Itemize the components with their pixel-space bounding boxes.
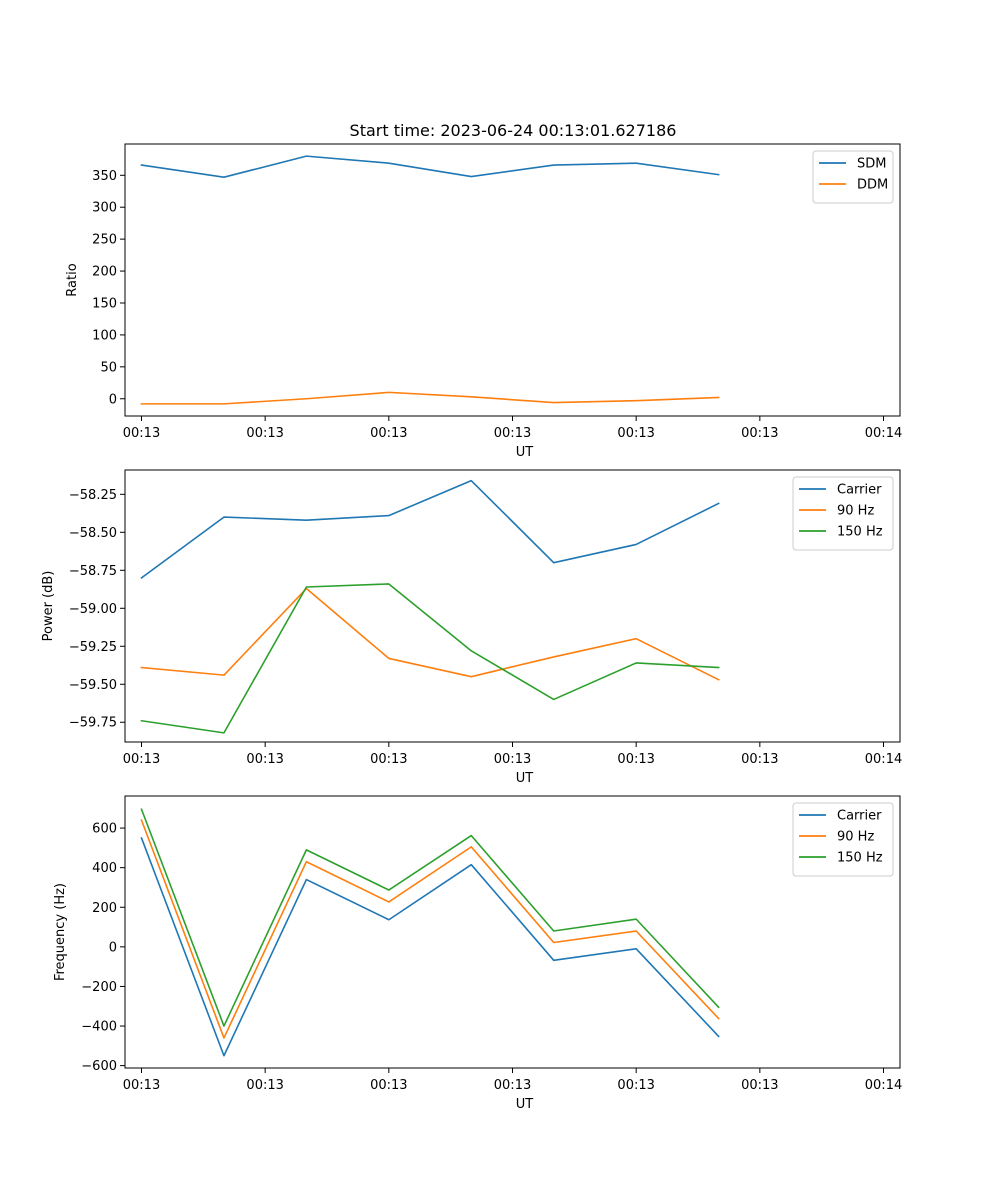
x-tick-label: 00:13 [617, 752, 654, 767]
x-tick-label: 00:13 [617, 1078, 654, 1093]
x-axis-label: UT [516, 1097, 534, 1112]
y-tick-label: 100 [92, 328, 117, 343]
x-tick-label: 00:13 [617, 426, 654, 441]
y-tick-label: −59.75 [69, 716, 117, 731]
series-line-90-hz [140, 819, 720, 1039]
axes-frame [124, 143, 901, 417]
x-tick-label: 00:13 [123, 426, 160, 441]
chart-panel-1: 00:13 00:13 00:13 00:13 00:13 00:13 00:14 0 50 10… [65, 143, 902, 460]
y-tick-label: 250 [92, 233, 117, 248]
legend: SDM DDM [812, 150, 894, 204]
y-tick-label: 300 [92, 201, 117, 216]
y-tick-label: −400 [81, 1020, 117, 1035]
series-line-sdm [140, 155, 720, 178]
x-tick-label: 00:13 [370, 426, 407, 441]
legend-label: SDM [857, 157, 886, 172]
series-line-150-hz [140, 808, 720, 1027]
x-tick-label: 00:13 [246, 752, 283, 767]
x-tick-label: 00:14 [865, 426, 902, 441]
chart-panel-2: 00:13 00:13 00:13 00:13 00:13 00:13 00:14 −59.7… [41, 469, 902, 786]
legend-label: 150 Hz [837, 851, 883, 866]
y-tick-label: 350 [92, 169, 117, 184]
y-tick-label: −58.75 [69, 564, 117, 579]
x-tick-label: 00:13 [494, 1078, 531, 1093]
x-tick-label: 00:13 [494, 426, 531, 441]
legend-label: 90 Hz [837, 830, 874, 845]
x-tick-label: 00:13 [741, 1078, 778, 1093]
legend-label: 150 Hz [837, 525, 883, 540]
y-tick-label: 200 [92, 265, 117, 280]
x-tick-label: 00:13 [370, 1078, 407, 1093]
legend: Carrier 90 Hz 150 Hz [792, 802, 894, 877]
legend-box [812, 150, 894, 204]
series-line-150-hz [140, 583, 720, 734]
x-tick-label: 00:13 [123, 752, 160, 767]
y-tick-label: 0 [109, 940, 117, 955]
x-tick-label: 00:13 [741, 426, 778, 441]
y-tick-label: −200 [81, 980, 117, 995]
y-tick-label: 600 [92, 822, 117, 837]
y-tick-label: −59.50 [69, 678, 117, 693]
y-tick-label: −58.25 [69, 488, 117, 503]
y-tick-label: 0 [109, 392, 117, 407]
x-axis-label: UT [516, 445, 534, 460]
axes-frame [124, 795, 901, 1069]
series-line-carrier [140, 836, 720, 1057]
x-tick-label: 00:13 [123, 1078, 160, 1093]
y-tick-label: 150 [92, 296, 117, 311]
x-tick-label: 00:13 [246, 1078, 283, 1093]
x-tick-label: 00:13 [741, 752, 778, 767]
chart-panel-3: 00:13 00:13 00:13 00:13 00:13 00:13 00:14 −600 −… [53, 795, 902, 1112]
legend: Carrier 90 Hz 150 Hz [792, 476, 894, 551]
y-axis-label: Power (dB) [41, 571, 56, 642]
x-tick-label: 00:13 [494, 752, 531, 767]
x-tick-label: 00:14 [865, 1078, 902, 1093]
series-line-carrier [140, 479, 720, 580]
y-tick-label: 50 [100, 360, 117, 375]
legend-label: 90 Hz [837, 504, 874, 519]
legend-label: Carrier [837, 809, 882, 824]
x-tick-label: 00:14 [865, 752, 902, 767]
legend-label: Carrier [837, 483, 882, 498]
x-tick-label: 00:13 [370, 752, 407, 767]
series-line-ddm [140, 391, 720, 405]
x-axis-label: UT [516, 771, 534, 786]
y-axis-label: Ratio [65, 263, 80, 296]
y-tick-label: −59.25 [69, 640, 117, 655]
y-tick-label: −59.00 [69, 602, 117, 617]
y-tick-label: 400 [92, 861, 117, 876]
y-axis-label: Frequency (Hz) [53, 883, 68, 981]
y-tick-label: −58.50 [69, 526, 117, 541]
series-line-90-hz [140, 587, 720, 681]
y-tick-label: −600 [81, 1059, 117, 1074]
legend-label: DDM [857, 178, 888, 193]
panels: 00:13 00:13 00:13 00:13 00:13 00:13 00:14 0 50 10… [41, 143, 902, 1112]
x-tick-label: 00:13 [246, 426, 283, 441]
y-tick-label: 200 [92, 901, 117, 916]
chart-title: Start time: 2023-06-24 00:13:01.627186 [350, 121, 677, 140]
